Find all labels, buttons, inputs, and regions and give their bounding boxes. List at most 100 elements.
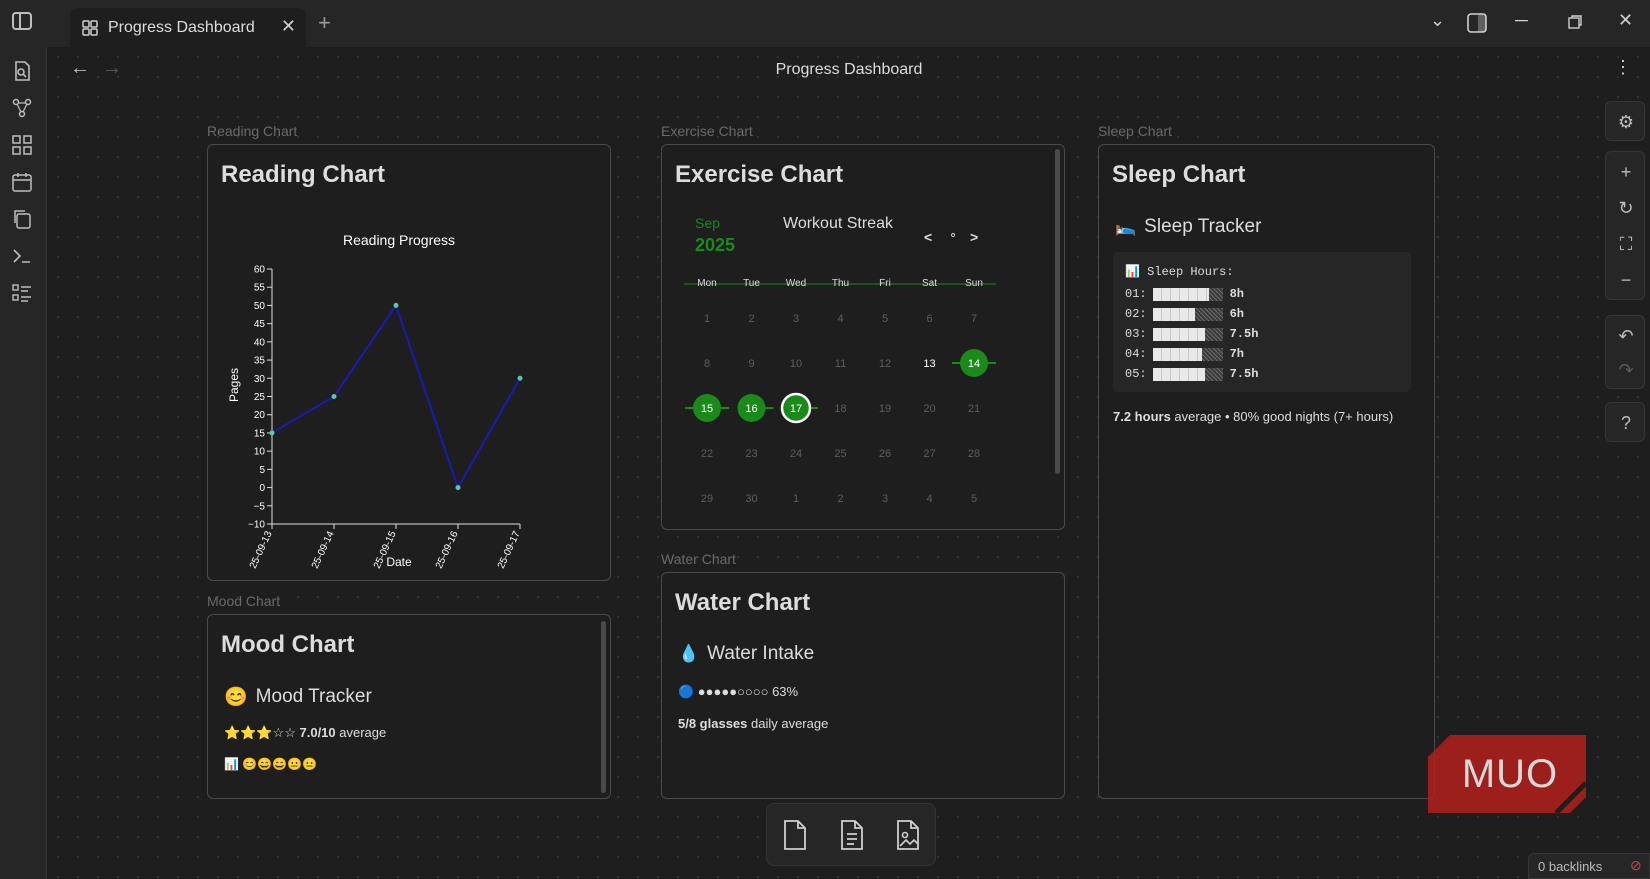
- calendar-day: 8: [704, 358, 710, 370]
- calendar-day: 3: [793, 313, 799, 325]
- sleep-bar-fill: [1152, 347, 1202, 361]
- x-tick-label: 25-09-16: [434, 529, 461, 570]
- reading-chart-heading: Reading Chart: [221, 161, 386, 188]
- mood-chart-node[interactable]: Mood Chart 😊 Mood Tracker ⭐⭐⭐☆☆ 7.0/10 a…: [207, 614, 611, 799]
- exercise-chart-node[interactable]: Exercise Chart Sep 2025 Workout Streak <…: [661, 144, 1065, 530]
- right-sidebar-toggle-icon[interactable]: [1467, 13, 1487, 33]
- series-line: [271, 303, 521, 491]
- calendar-day: 2: [748, 313, 754, 325]
- minimize-icon[interactable]: ─: [1515, 10, 1528, 30]
- zoom-controls-group: + ↻ ⛶ −: [1605, 151, 1645, 300]
- star-rating-icon: ⭐⭐⭐☆☆: [224, 725, 296, 740]
- calendar-day: 14: [968, 358, 980, 370]
- terminal-icon[interactable]: [11, 245, 33, 267]
- sleep-bar-fill: [1152, 327, 1206, 341]
- calendar-day: 9: [748, 358, 754, 370]
- sleep-bar-fill: [1152, 287, 1209, 301]
- zoom-in-icon[interactable]: +: [1620, 161, 1632, 182]
- y-tick-label: 50: [254, 301, 266, 312]
- new-tab-icon[interactable]: +: [318, 10, 331, 35]
- y-tick-label: 15: [254, 428, 266, 439]
- calendar-day: 17: [790, 403, 802, 415]
- calendar-dayname: Fri: [879, 278, 891, 289]
- graph-view-icon[interactable]: [11, 97, 33, 119]
- bed-icon: 🛌: [1115, 217, 1137, 236]
- calendar-day: 25: [834, 448, 846, 460]
- calendar-year: 2025: [695, 235, 736, 255]
- help-icon[interactable]: ?: [1620, 412, 1631, 433]
- backlinks-status[interactable]: 0 backlinks ⊘: [1528, 853, 1650, 879]
- sleep-chart-node[interactable]: Sleep Chart 🛌 Sleep Tracker 📊 Sleep Hour…: [1098, 144, 1435, 799]
- sync-off-icon[interactable]: ⊘: [1630, 857, 1642, 873]
- title-bar: Progress Dashboard ✕ + ⌄ ─ ✕: [0, 0, 1650, 47]
- quick-switcher-icon[interactable]: [11, 60, 33, 82]
- undo-icon[interactable]: ↶: [1618, 325, 1634, 346]
- mood-scrollbar[interactable]: [601, 621, 606, 793]
- back-arrow-icon[interactable]: ←: [70, 57, 90, 79]
- add-note-icon[interactable]: [836, 818, 868, 852]
- backlinks-count: 0 backlinks: [1538, 859, 1603, 874]
- water-intake-heading: Water Intake: [707, 643, 815, 664]
- water-drop-icon: 💧: [678, 644, 700, 663]
- y-tick-label: 10: [254, 447, 266, 458]
- calendar-prev-button[interactable]: <: [924, 229, 933, 245]
- node-label-reading[interactable]: Reading Chart: [207, 123, 298, 139]
- sleep-row: 01: 8h: [1125, 284, 1399, 304]
- forward-arrow-icon[interactable]: →: [102, 57, 122, 79]
- add-media-icon[interactable]: [892, 818, 924, 852]
- data-point: [517, 375, 523, 381]
- fit-to-screen-icon[interactable]: ⛶: [1619, 233, 1633, 254]
- copy-icon[interactable]: [11, 208, 33, 230]
- data-point: [393, 302, 399, 308]
- sleep-row-value: 6h: [1229, 307, 1245, 321]
- calendar-day: 22: [701, 448, 713, 460]
- sleep-row-label: 01:: [1125, 287, 1147, 301]
- calendar-today-button[interactable]: ∘: [949, 227, 958, 242]
- sleep-bar: [1152, 367, 1223, 381]
- tab-progress-dashboard[interactable]: Progress Dashboard ✕: [70, 8, 306, 47]
- muo-logo-text: MUO: [1462, 752, 1558, 796]
- close-window-icon[interactable]: ✕: [1618, 10, 1634, 30]
- add-card-icon[interactable]: [779, 818, 811, 852]
- node-label-water[interactable]: Water Chart: [661, 551, 736, 567]
- more-options-icon[interactable]: ⋮: [1614, 57, 1632, 77]
- chart-title: Reading Progress: [343, 232, 455, 248]
- sleep-tracker-title: 🛌 Sleep Tracker: [1115, 216, 1261, 238]
- sidebar-toggle-icon[interactable]: [12, 12, 32, 30]
- node-label-exercise[interactable]: Exercise Chart: [661, 123, 753, 139]
- sleep-summary: 7.2 hours average • 80% good nights (7+ …: [1113, 409, 1393, 424]
- list-icon[interactable]: [11, 282, 33, 304]
- calendar-next-button[interactable]: >: [970, 229, 979, 245]
- canvas-icon[interactable]: [11, 134, 33, 156]
- sleep-code-block: 📊 Sleep Hours: 01: 8h 02: 6h 03: 7.5h 04: 7h 05:…: [1113, 252, 1411, 392]
- x-tick-label: 25-09-13: [248, 529, 275, 570]
- calendar-day: 13: [923, 358, 935, 370]
- zoom-out-icon[interactable]: −: [1620, 269, 1632, 290]
- water-chart-node[interactable]: Water Chart 💧 Water Intake 🔵 ●●●●●○○○○ 6…: [661, 572, 1065, 799]
- calendar-day: 23: [745, 448, 757, 460]
- water-intake-title: 💧 Water Intake: [678, 643, 814, 665]
- sleep-row-label: 03:: [1125, 327, 1147, 341]
- gear-icon[interactable]: ⚙: [1617, 111, 1635, 132]
- redo-icon[interactable]: ↷: [1618, 359, 1634, 380]
- node-label-mood[interactable]: Mood Chart: [207, 593, 281, 609]
- calendar-day: 7: [971, 313, 977, 325]
- chevron-down-icon[interactable]: ⌄: [1430, 10, 1446, 30]
- calendar-icon[interactable]: [11, 171, 33, 193]
- node-label-sleep[interactable]: Sleep Chart: [1098, 123, 1172, 139]
- calendar-day: 1: [704, 313, 710, 325]
- data-point: [269, 430, 275, 436]
- restore-icon[interactable]: [1568, 15, 1582, 29]
- exercise-scrollbar[interactable]: [1055, 149, 1060, 474]
- sleep-row: 04: 7h: [1125, 344, 1399, 364]
- tab-title: Progress Dashboard: [108, 18, 255, 36]
- help-group: ?: [1605, 402, 1645, 442]
- close-tab-icon[interactable]: ✕: [280, 16, 296, 36]
- mood-tracker-heading: Mood Tracker: [255, 686, 372, 707]
- reading-chart-node[interactable]: Reading Chart Reading Progress 60 55 50 45 40…: [207, 144, 611, 581]
- calendar-day: 2: [837, 493, 843, 505]
- sleep-block-header: 📊 Sleep Hours:: [1125, 265, 1234, 279]
- sleep-bar: [1152, 287, 1223, 301]
- reset-zoom-icon[interactable]: ↻: [1618, 197, 1634, 218]
